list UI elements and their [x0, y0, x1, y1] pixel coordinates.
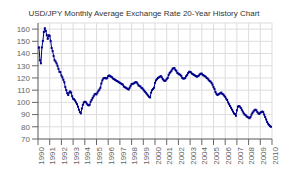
svg-text:1993: 1993 [72, 146, 81, 164]
svg-text:2004: 2004 [200, 146, 209, 164]
svg-text:90: 90 [21, 110, 30, 119]
svg-text:2007: 2007 [236, 146, 245, 164]
svg-text:2008: 2008 [247, 146, 256, 164]
svg-text:120: 120 [17, 74, 31, 83]
svg-text:2006: 2006 [224, 146, 233, 164]
svg-text:1997: 1997 [119, 146, 128, 164]
svg-text:100: 100 [17, 98, 31, 107]
svg-text:2010: 2010 [271, 146, 280, 164]
svg-text:1996: 1996 [107, 146, 116, 164]
svg-text:70: 70 [21, 135, 30, 144]
svg-text:1998: 1998 [130, 146, 139, 164]
svg-text:110: 110 [17, 86, 30, 95]
svg-text:1992: 1992 [60, 146, 69, 164]
svg-text:1999: 1999 [142, 146, 151, 164]
svg-text:2005: 2005 [212, 146, 221, 164]
svg-text:130: 130 [17, 62, 31, 71]
svg-text:150: 150 [17, 37, 31, 46]
svg-text:1995: 1995 [95, 146, 104, 164]
svg-text:1994: 1994 [83, 146, 92, 164]
html-text:USD/JPY Monthly Average Exchan: USD/JPY Monthly Average Exchange Rate 20… [28, 9, 260, 18]
svg-text:2001: 2001 [165, 146, 174, 164]
svg-text:2000: 2000 [154, 146, 163, 164]
svg-text:80: 80 [21, 123, 30, 132]
svg-text:140: 140 [17, 49, 31, 58]
svg-text:2003: 2003 [189, 146, 198, 164]
svg-text:1991: 1991 [48, 146, 57, 164]
svg-text:2009: 2009 [259, 146, 268, 164]
svg-text:1990: 1990 [37, 146, 46, 164]
svg-text:160: 160 [17, 25, 31, 34]
svg-text:2002: 2002 [177, 146, 186, 164]
